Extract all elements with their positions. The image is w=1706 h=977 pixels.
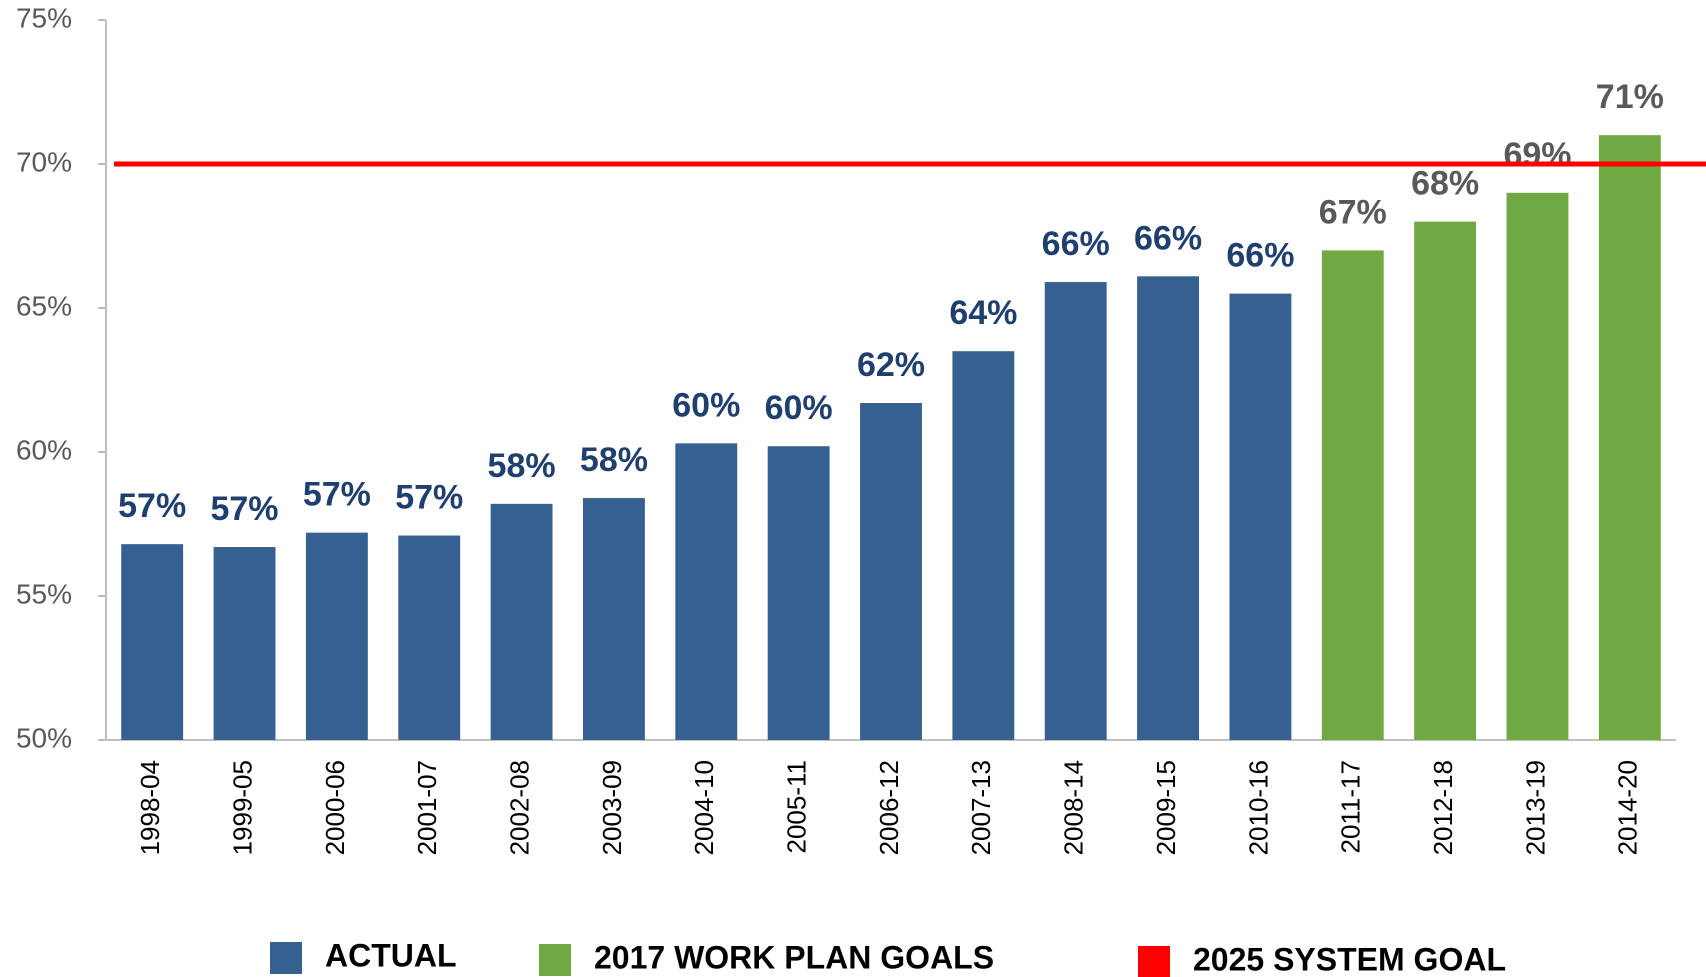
x-tick-label: 2009-15 — [1151, 760, 1181, 855]
value-label: 62% — [857, 346, 925, 384]
y-tick-label: 60% — [16, 434, 72, 465]
x-tick-label: 2010-16 — [1243, 760, 1273, 855]
bar — [305, 532, 368, 740]
legend-label: 2025 SYSTEM GOAL — [1193, 941, 1506, 977]
legend-swatch — [270, 942, 302, 974]
y-tick-label: 55% — [16, 578, 72, 609]
value-label: 57% — [395, 479, 463, 517]
legend-label: ACTUAL — [325, 937, 457, 973]
bar — [1414, 221, 1477, 741]
x-tick-label: 2012-18 — [1428, 760, 1458, 855]
x-tick-label: 2011-17 — [1336, 760, 1366, 854]
value-label: 66% — [1042, 225, 1110, 263]
value-label: 60% — [765, 389, 833, 427]
x-tick-label: 2000-06 — [320, 760, 350, 855]
bar — [1137, 276, 1199, 740]
y-tick-label: 70% — [16, 146, 72, 177]
legend-swatch — [539, 944, 571, 976]
value-label: 68% — [1411, 165, 1479, 203]
bar — [767, 446, 830, 740]
value-label: 58% — [580, 441, 648, 479]
bar — [398, 535, 461, 740]
x-tick-label: 1999-05 — [227, 760, 257, 855]
x-tick-label: 2013-19 — [1520, 760, 1550, 855]
bar — [583, 498, 645, 740]
value-label: 69% — [1503, 136, 1571, 174]
value-label: 60% — [672, 386, 740, 424]
bar — [1506, 192, 1569, 741]
y-tick-label: 75% — [16, 2, 72, 33]
value-label: 66% — [1134, 219, 1202, 257]
value-label: 57% — [118, 487, 186, 525]
bar — [213, 547, 276, 740]
x-tick-label: 2014-20 — [1613, 760, 1643, 855]
legend-label: 2017 WORK PLAN GOALS — [594, 939, 994, 975]
x-tick-label: 2002-08 — [504, 760, 534, 855]
bar — [860, 403, 922, 740]
y-tick-label: 50% — [16, 722, 72, 753]
bar — [1598, 135, 1661, 740]
bar — [675, 443, 738, 740]
bar — [490, 503, 553, 740]
bar — [1229, 293, 1292, 740]
value-label: 66% — [1226, 237, 1294, 275]
x-tick-label: 2004-10 — [689, 760, 719, 855]
legend-swatch — [1138, 946, 1170, 977]
x-tick-label: 2008-14 — [1059, 760, 1089, 855]
x-tick-label: 2007-13 — [966, 760, 996, 855]
x-tick-label: 1998-04 — [135, 760, 165, 855]
x-tick-label: 2005-11 — [782, 760, 812, 854]
value-label: 71% — [1596, 78, 1664, 116]
bar — [121, 544, 184, 740]
x-tick-label: 2006-12 — [874, 760, 904, 855]
bar — [1321, 250, 1384, 740]
value-label: 64% — [949, 294, 1017, 332]
y-tick-label: 65% — [16, 290, 72, 321]
x-tick-label: 2003-09 — [597, 760, 627, 855]
bar — [952, 351, 1015, 740]
value-label: 67% — [1319, 193, 1387, 231]
value-label: 57% — [210, 490, 278, 528]
value-label: 58% — [488, 447, 556, 485]
x-tick-label: 2001-07 — [412, 760, 442, 855]
value-label: 57% — [303, 476, 371, 514]
bar — [1044, 282, 1107, 740]
